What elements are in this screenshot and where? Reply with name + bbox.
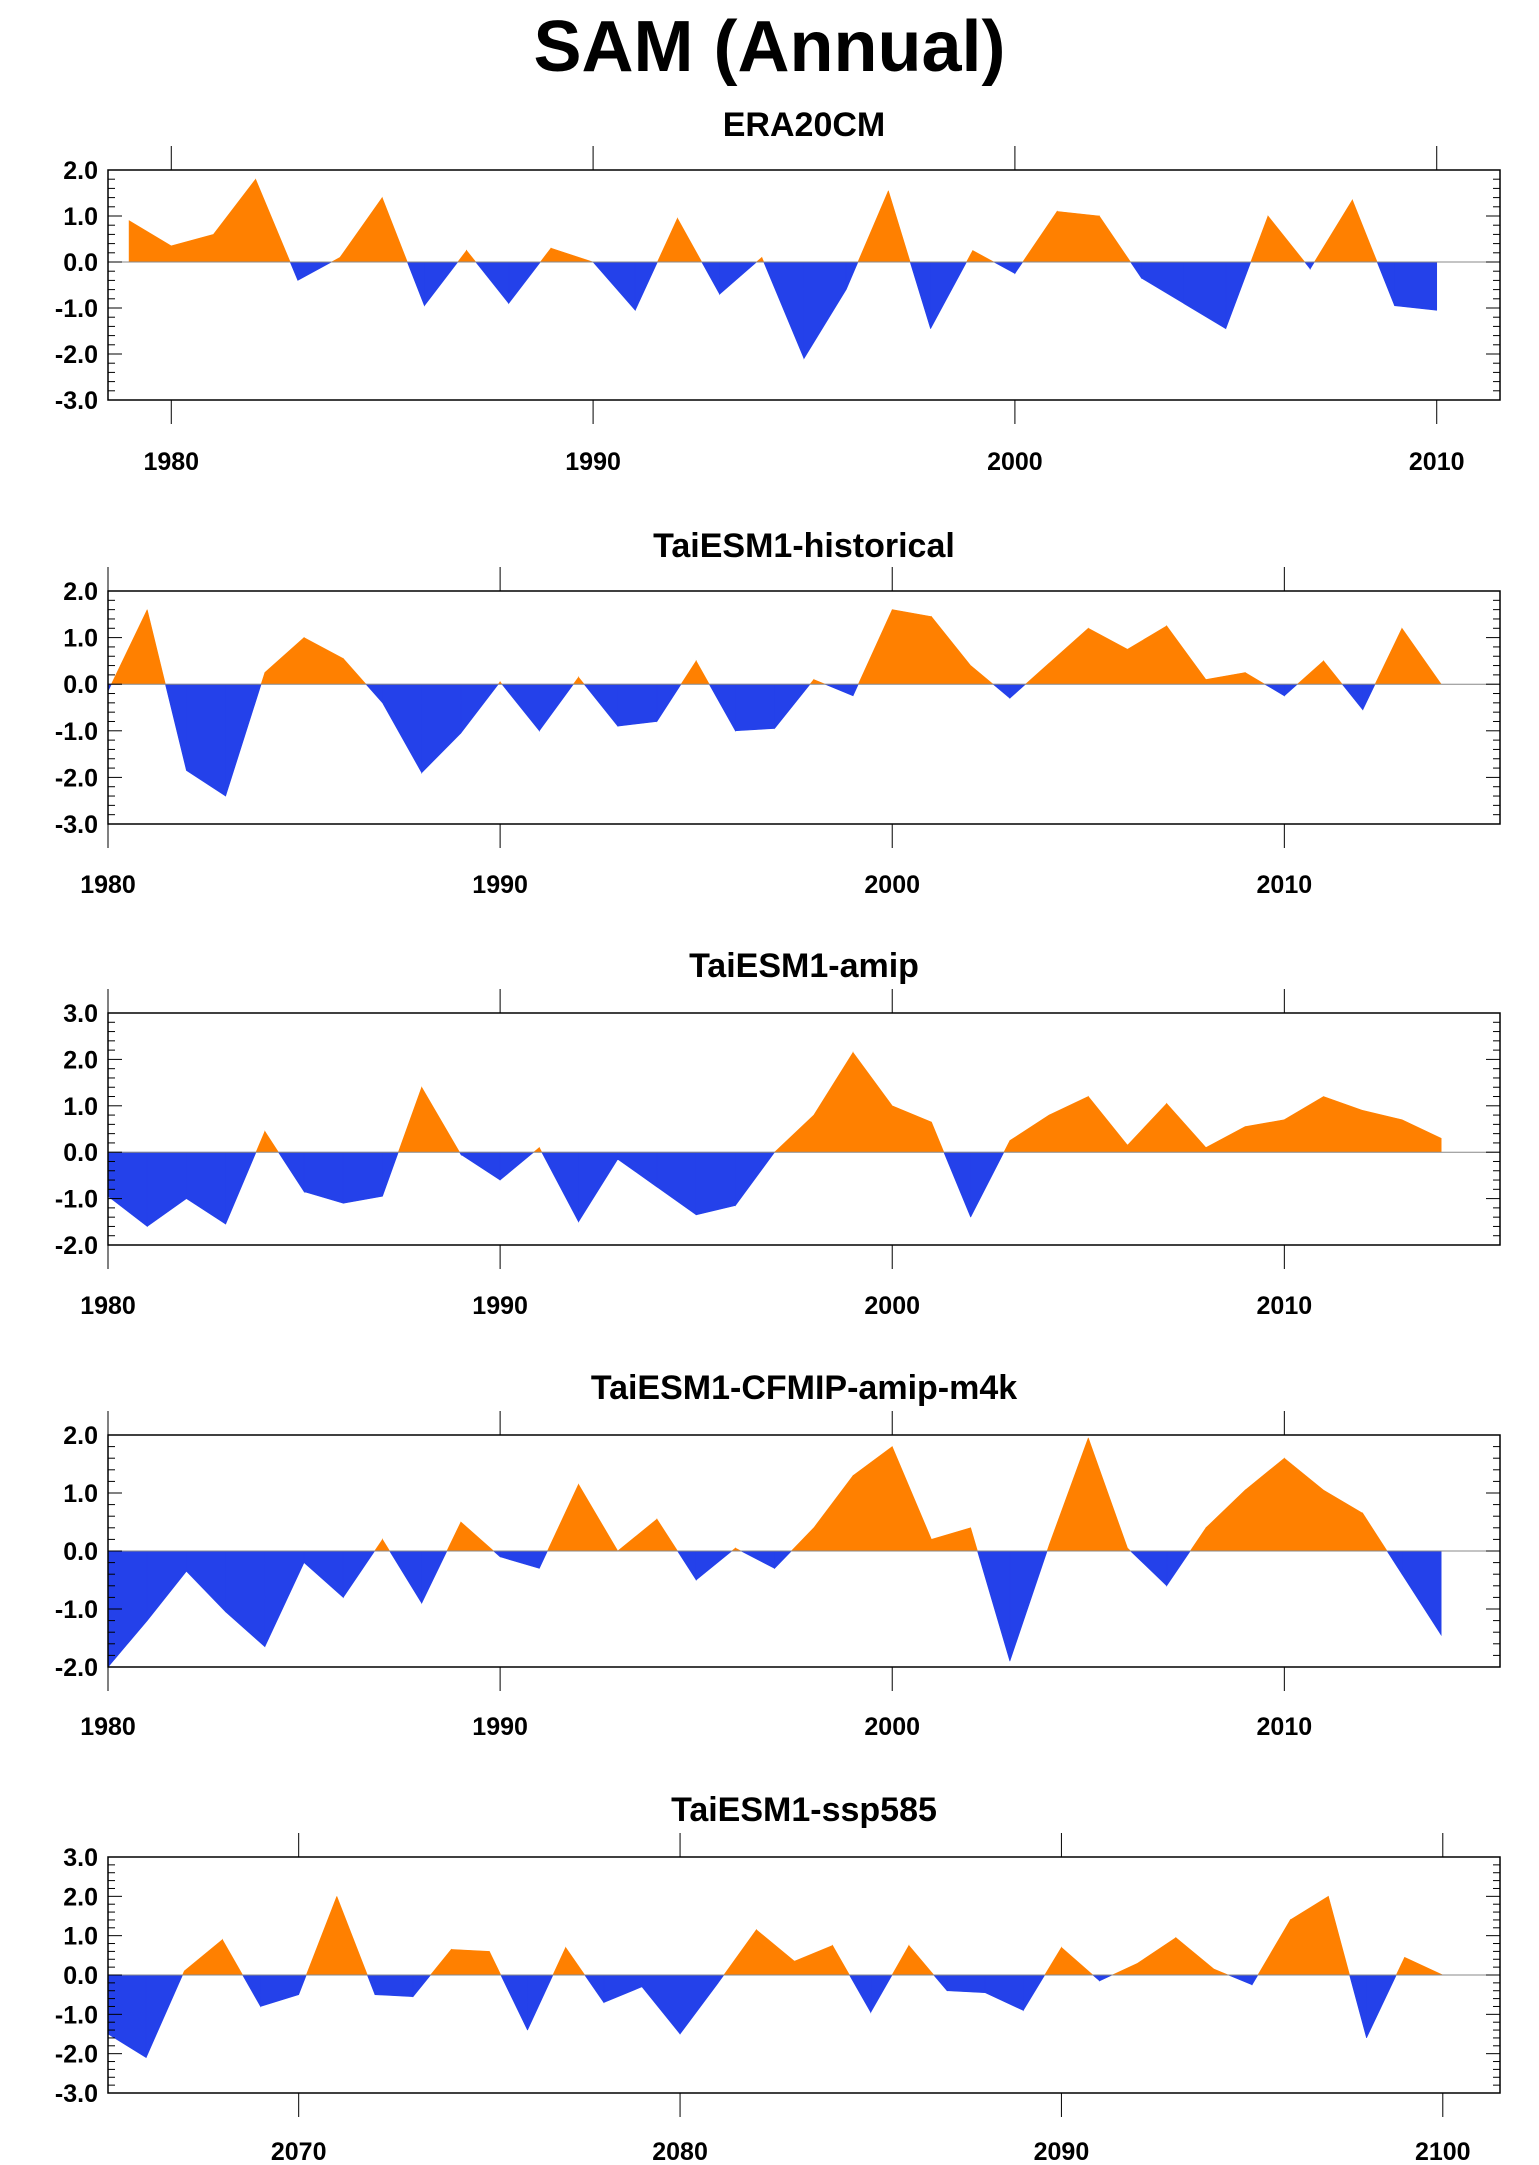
panel-taiesm1-cfmip-amip-m4k: TaiESM1-CFMIP-amip-m4k -2.0 -1.0 0.0 1.0 2.0 1… (55, 1369, 1501, 1741)
x-tick-label: 1990 (565, 448, 621, 476)
y-tick-label: -1.0 (55, 295, 98, 323)
y-tick-label: 2.0 (63, 157, 98, 185)
y-tick-label: -2.0 (55, 764, 98, 792)
positive-area (255, 1051, 1442, 1153)
y-tick-label: 2.0 (63, 1883, 98, 1911)
x-tick-label: 2010 (1409, 448, 1465, 476)
x-tick-label: 1980 (143, 448, 199, 476)
panel-title: TaiESM1-amip (689, 947, 919, 985)
y-tick-label: 3.0 (63, 1000, 98, 1028)
x-tick-label: 1980 (80, 871, 136, 899)
y-tick-label: 1.0 (63, 625, 98, 653)
y-tick-label: -2.0 (55, 2041, 98, 2069)
y-tick-label: 0.0 (63, 671, 98, 699)
plot-frame (107, 590, 1501, 825)
y-tick-label: 2.0 (63, 578, 98, 606)
x-tick-label: 1980 (80, 1713, 136, 1741)
y-tick-label: 1.0 (63, 203, 98, 231)
y-tick-label: -1.0 (55, 1596, 98, 1624)
plot-frame (107, 169, 1501, 401)
x-tick-label: 2000 (864, 1292, 920, 1320)
y-tick-label: -1.0 (55, 718, 98, 746)
y-tick-label: -3.0 (55, 2080, 98, 2108)
negative-area (107, 1151, 1005, 1228)
y-tick-label: 1.0 (63, 1923, 98, 1951)
panel-taiesm1-amip: TaiESM1-amip -2.0 -1.0 0.0 1.0 2.0 3.0 1980 1990… (55, 947, 1501, 1320)
x-tick-label: 2080 (652, 2138, 708, 2165)
panel-taiesm1-ssp585: TaiESM1-ssp585 -3.0 -2.0 -1.0 0.0 1.0 2.0 3.0 20… (55, 1791, 1501, 2165)
x-tick-label: 1990 (472, 871, 528, 899)
x-tick-label: 1990 (472, 1292, 528, 1320)
panel-title: TaiESM1-ssp585 (671, 1791, 937, 1829)
y-tick-label: -2.0 (55, 1654, 98, 1682)
negative-area (289, 261, 1438, 360)
y-tick-label: 0.0 (63, 1139, 98, 1167)
positive-area (110, 609, 1442, 685)
y-tick-label: 0.0 (63, 1538, 98, 1566)
positive-area (182, 1895, 1443, 1976)
y-tick-label: -2.0 (55, 1232, 98, 1260)
negative-area (107, 1974, 1397, 2059)
page-title: SAM (Annual) (533, 7, 1006, 87)
negative-area (107, 683, 1376, 797)
y-tick-label: 2.0 (63, 1046, 98, 1074)
panel-taiesm1-historical: TaiESM1-historical -3.0 -2.0 -1.0 0.0 1.0 2.0 1… (55, 527, 1501, 899)
positive-area (374, 1437, 1388, 1552)
plot-frame (107, 1012, 1501, 1246)
y-tick-label: 3.0 (63, 1844, 98, 1872)
y-tick-label: 2.0 (63, 1422, 98, 1450)
y-tick-label: 0.0 (63, 1962, 98, 1990)
y-tick-label: -3.0 (55, 811, 98, 839)
y-tick-label: -1.0 (55, 1186, 98, 1214)
y-tick-label: -3.0 (55, 387, 98, 415)
y-tick-label: -1.0 (55, 2001, 98, 2029)
y-tick-label: 1.0 (63, 1093, 98, 1121)
panel-title: TaiESM1-historical (653, 527, 955, 565)
positive-area (128, 178, 1378, 263)
x-tick-label: 2000 (864, 871, 920, 899)
x-tick-label: 2010 (1257, 871, 1313, 899)
y-tick-label: 1.0 (63, 1480, 98, 1508)
x-tick-label: 2000 (864, 1713, 920, 1741)
panel-title: TaiESM1-CFMIP-amip-m4k (591, 1369, 1017, 1407)
panel-era20cm: ERA20CM -3.0 -2.0 -1.0 0.0 1.0 2.0 1980 1990 2000… (55, 106, 1501, 476)
x-tick-label: 2000 (987, 448, 1043, 476)
x-tick-label: 2010 (1257, 1292, 1313, 1320)
negative-area (107, 1550, 1442, 1668)
y-tick-label: -2.0 (55, 341, 98, 369)
x-tick-label: 2010 (1257, 1713, 1313, 1741)
x-tick-label: 1990 (472, 1713, 528, 1741)
x-tick-label: 1980 (80, 1292, 136, 1320)
y-tick-label: 0.0 (63, 249, 98, 277)
x-tick-label: 2070 (271, 2138, 327, 2165)
x-tick-label: 2100 (1415, 2138, 1471, 2165)
x-tick-label: 2090 (1034, 2138, 1090, 2165)
panel-title: ERA20CM (723, 106, 885, 144)
